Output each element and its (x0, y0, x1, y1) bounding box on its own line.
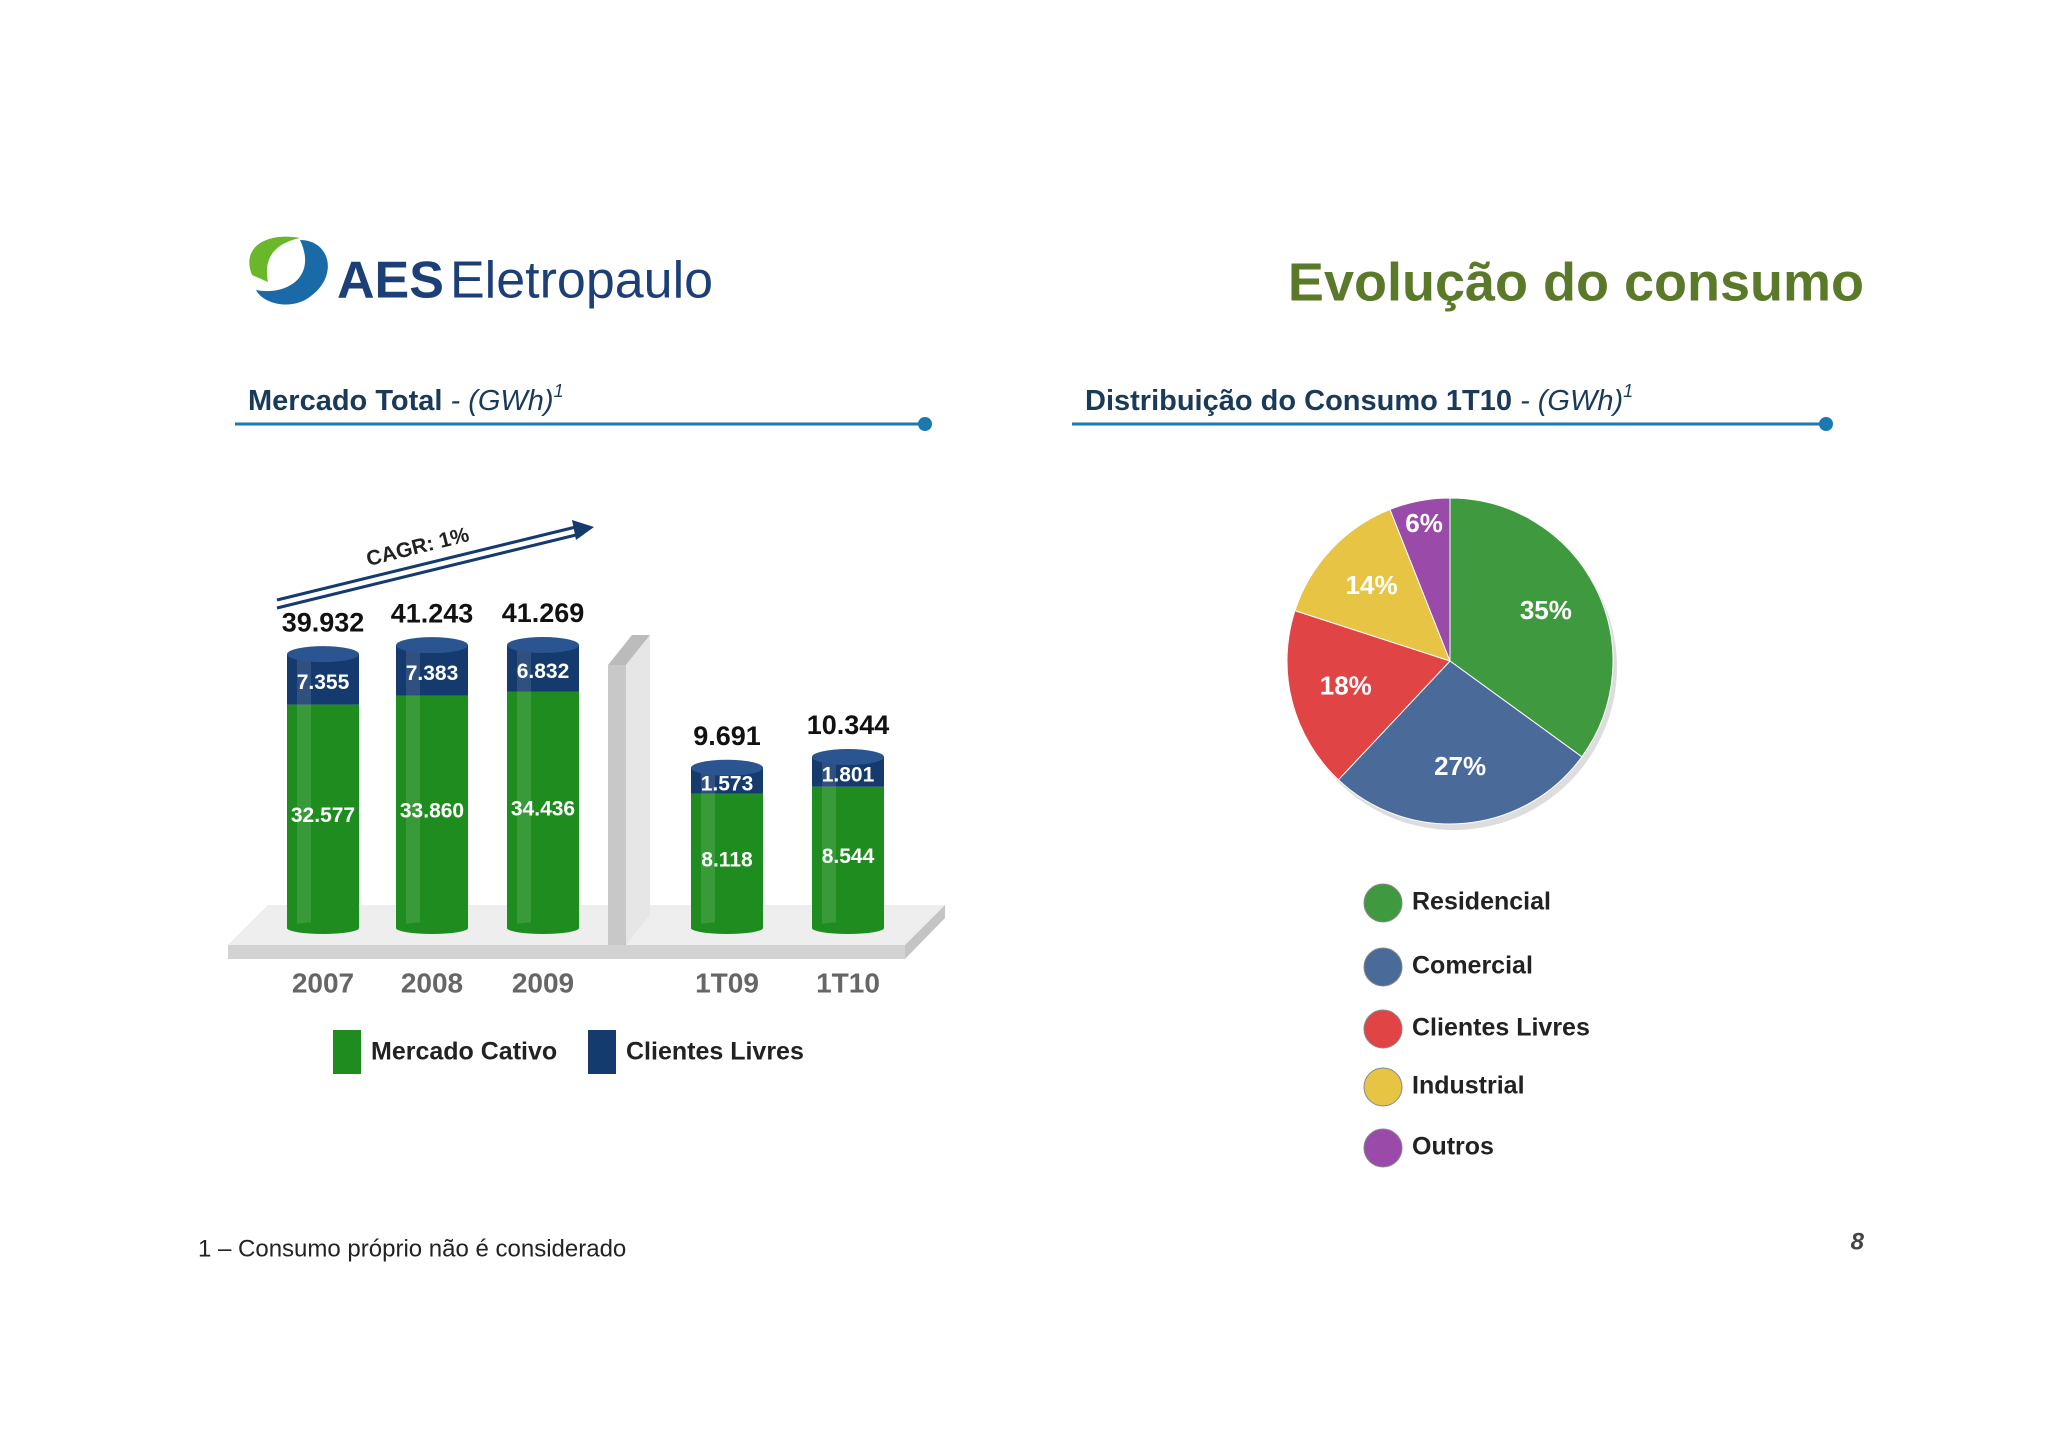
total-label: 9.691 (693, 721, 761, 751)
bar-shine (297, 704, 311, 928)
legend-label: Outros (1412, 1133, 1494, 1161)
bar-segment (287, 654, 359, 705)
pie-slice (1294, 508, 1451, 662)
bar-cap (287, 646, 359, 663)
pie-slice (1286, 609, 1451, 781)
section-title: Distribuição do Consumo 1T10 - (GWh)1 (1085, 381, 1633, 417)
cagr-arrow (276, 524, 581, 602)
title-note: 1 (1623, 381, 1633, 401)
slide-title: Evolução do consumo (1288, 252, 1864, 312)
legend-marker (1363, 883, 1403, 923)
logo-swoosh (249, 236, 300, 282)
logo-swoosh (256, 240, 328, 305)
footnote: 1 – Consumo próprio não é considerado (198, 1235, 626, 1262)
x-tick-label: 2007 (292, 967, 354, 998)
bar-segment (396, 695, 468, 928)
page-number: 8 (1851, 1228, 1865, 1255)
title: Distribuição do Consumo 1T10 (1085, 385, 1512, 417)
value-label: 1.801 (822, 763, 875, 786)
rule-dot (918, 417, 932, 431)
divider (608, 665, 626, 945)
value-label: 1.573 (701, 772, 754, 795)
slice-label: 27% (1434, 751, 1486, 781)
pie-slice (1337, 660, 1583, 825)
title-note: 1 (554, 381, 564, 401)
total-label: 41.243 (391, 598, 474, 628)
divider-side (626, 635, 650, 945)
x-tick-label: 1T09 (695, 967, 759, 998)
slice-label: 35% (1520, 595, 1572, 625)
bar-base (507, 922, 579, 934)
logo: AES Eletropaulo (249, 236, 713, 310)
bar-segment (507, 691, 579, 928)
bar-shine (517, 691, 531, 928)
slice-label: 18% (1320, 671, 1372, 701)
cagr-arrow (276, 532, 581, 610)
slice-label: 14% (1346, 570, 1398, 600)
cagr-arrowhead (572, 520, 594, 540)
value-label: 33.860 (400, 799, 464, 822)
bar-shine (822, 756, 836, 787)
legend-marker (1363, 1009, 1403, 1049)
bar-cap (507, 637, 579, 654)
bar-shine (406, 695, 420, 928)
legend-label: Clientes Livres (626, 1038, 804, 1066)
bar-segment (396, 645, 468, 696)
total-label: 39.932 (282, 607, 365, 637)
value-label: 32.577 (291, 804, 355, 827)
legend-marker (1363, 1067, 1403, 1107)
logo-name: Eletropaulo (450, 252, 713, 310)
title: Mercado Total (248, 385, 442, 417)
legend-marker (1363, 1128, 1403, 1168)
pie-slice (1449, 497, 1614, 758)
legend-label: Residencial (1412, 888, 1551, 916)
bar-cap (396, 637, 468, 654)
bar-segment (287, 704, 359, 928)
legend-label: Clientes Livres (1412, 1014, 1590, 1042)
x-tick-label: 1T10 (816, 967, 880, 998)
legend-label: Industrial (1412, 1072, 1525, 1100)
value-label: 7.383 (406, 662, 459, 685)
bar-shine (701, 793, 715, 928)
bar-cap (691, 759, 763, 776)
bar-base (812, 922, 884, 934)
bar-base (287, 922, 359, 934)
bar-segment (812, 786, 884, 928)
value-label: 8.544 (822, 845, 875, 868)
bar-shine (517, 645, 531, 692)
floor-side (905, 905, 945, 959)
legend-swatch (588, 1030, 616, 1074)
subtitle: - (GWh) (1520, 385, 1623, 417)
value-label: 34.436 (511, 797, 575, 820)
x-tick-label: 2009 (512, 967, 574, 998)
legend-marker (1363, 947, 1403, 987)
legend-label: Comercial (1412, 952, 1533, 980)
legend-label: Mercado Cativo (371, 1038, 557, 1066)
total-label: 41.269 (502, 598, 585, 628)
total-label: 10.344 (807, 710, 890, 740)
bar-segment (691, 793, 763, 928)
bar-base (396, 922, 468, 934)
subtitle: - (GWh) (451, 385, 554, 417)
value-label: 8.118 (701, 848, 753, 871)
value-label: 7.355 (297, 671, 350, 694)
bar-cap (812, 748, 884, 765)
legend-swatch (333, 1030, 361, 1074)
slice-label: 6% (1405, 508, 1443, 538)
pie-slice (1389, 497, 1451, 662)
x-tick-label: 2008 (401, 967, 463, 998)
bar-base (691, 922, 763, 934)
bar-shine (406, 645, 420, 696)
bar-shine (297, 654, 311, 705)
section-title: Mercado Total - (GWh)1 (248, 381, 564, 417)
rule-dot (1819, 417, 1833, 431)
bar-shine (822, 786, 836, 928)
divider-top (608, 635, 650, 665)
value-label: 6.832 (517, 660, 570, 683)
floor-edge (228, 945, 905, 959)
logo-brand: AES (337, 252, 444, 310)
